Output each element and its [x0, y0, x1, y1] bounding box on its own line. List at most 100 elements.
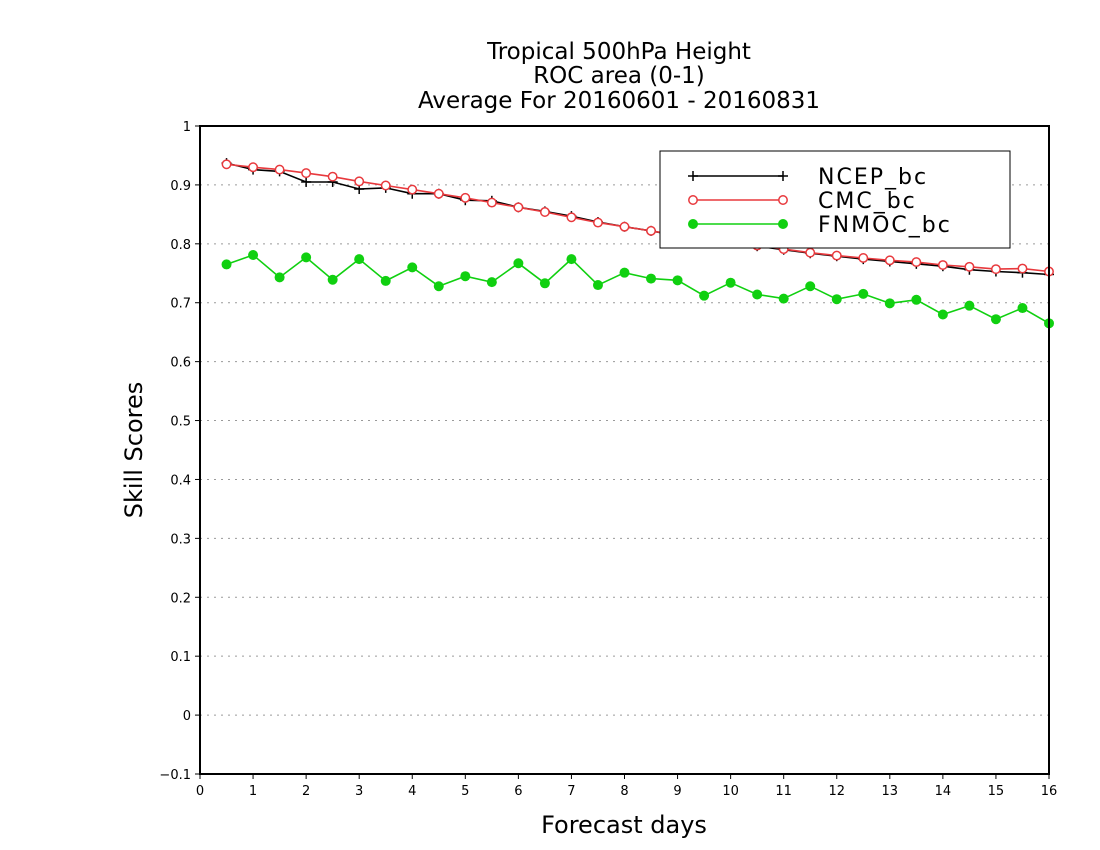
data-point-fnmoc-bc [460, 271, 471, 282]
data-point-cmc-bc [407, 184, 418, 195]
x-tick-label: 12 [828, 784, 845, 799]
data-point-cmc-bc [593, 217, 603, 228]
data-point-fnmoc-bc [805, 281, 816, 292]
x-tick-label: 13 [882, 784, 899, 799]
data-point-cmc-bc [619, 221, 630, 232]
data-point-fnmoc-bc [858, 288, 869, 299]
y-tick-label: 0.9 [170, 179, 191, 194]
data-point-fnmoc-bc [327, 274, 338, 285]
data-point-fnmoc-bc [354, 254, 365, 265]
data-point-fnmoc-bc [248, 250, 259, 261]
x-tick-label: 16 [1041, 784, 1058, 799]
data-point-fnmoc-bc [407, 262, 418, 273]
data-point-cmc-bc [937, 260, 948, 270]
data-point-cmc-bc [539, 207, 550, 217]
legend-marker-ncep-bc [778, 171, 788, 181]
y-tick-label: 1 [183, 120, 191, 135]
data-point-fnmoc-bc [725, 277, 736, 288]
x-tick-label: 10 [722, 784, 739, 799]
legend-marker-cmc-bc [688, 195, 698, 205]
legend-marker-ncep-bc [688, 171, 698, 181]
x-tick-label: 5 [461, 784, 469, 799]
chart-title-line-3: Average For 20160601 - 20160831 [418, 88, 820, 114]
x-tick-label: 9 [673, 784, 681, 799]
x-tick-label: 14 [935, 784, 952, 799]
data-point-fnmoc-bc [619, 267, 630, 278]
legend-entry-fnmoc-bc: FNMOC_bc [688, 213, 952, 238]
x-tick-label: 2 [302, 784, 310, 799]
series-group [221, 158, 1054, 329]
legend-marker-cmc-bc [778, 195, 788, 205]
data-point-cmc-bc [274, 164, 285, 175]
y-tick-label: 0.1 [170, 650, 191, 665]
data-point-fnmoc-bc [699, 290, 710, 301]
x-tick-label: 7 [567, 784, 575, 799]
x-tick-label: 8 [620, 784, 628, 799]
y-tick-label: 0.2 [170, 591, 191, 606]
data-point-fnmoc-bc [964, 300, 975, 311]
chart-title-line-2: ROC area (0-1) [533, 63, 705, 89]
x-tick-label: 3 [355, 784, 363, 799]
legend-marker-fnmoc-bc [688, 219, 698, 229]
x-tick-label: 6 [514, 784, 522, 799]
data-point-cmc-bc [513, 202, 524, 213]
data-point-cmc-bc [831, 250, 842, 261]
data-point-fnmoc-bc [884, 298, 895, 309]
y-tick-label: 0.7 [170, 297, 191, 312]
x-tick-label: 15 [988, 784, 1005, 799]
legend-entry-ncep-bc: NCEP_bc [688, 165, 928, 190]
x-tick-label: 11 [775, 784, 792, 799]
data-point-fnmoc-bc [380, 275, 391, 286]
data-point-fnmoc-bc [566, 254, 577, 265]
data-point-fnmoc-bc [831, 294, 842, 305]
data-point-cmc-bc [911, 257, 922, 268]
data-point-fnmoc-bc [778, 293, 789, 304]
data-point-ncep-bc [301, 176, 312, 187]
data-point-cmc-bc [1017, 263, 1028, 274]
data-point-fnmoc-bc [1017, 303, 1028, 314]
data-point-cmc-bc [486, 197, 497, 208]
legend-label-cmc-bc: CMC_bc [818, 189, 917, 214]
legend-marker-fnmoc-bc [778, 219, 788, 229]
data-point-cmc-bc [221, 159, 232, 170]
data-point-fnmoc-bc [513, 258, 524, 269]
data-point-fnmoc-bc [592, 280, 603, 291]
x-tick-label: 0 [196, 784, 204, 799]
x-tick-label: 1 [249, 784, 257, 799]
data-point-cmc-bc [301, 168, 312, 179]
x-axis-ticks: 0 1 2 3 4 5 6 7 8 9 10 11 12 13 14 15 16 [196, 774, 1057, 799]
chart-title: Tropical 500hPa Height ROC area (0-1) Av… [418, 39, 820, 114]
legend-label-fnmoc-bc: FNMOC_bc [818, 213, 952, 238]
data-point-fnmoc-bc [990, 314, 1001, 325]
data-point-cmc-bc [327, 171, 338, 182]
chart-title-line-1: Tropical 500hPa Height [486, 39, 751, 65]
y-axis-label: Skill Scores [120, 382, 148, 519]
series-cmc-bc [221, 159, 1054, 277]
y-tick-label: 0.6 [170, 356, 191, 371]
y-tick-label: −0.1 [159, 768, 191, 783]
data-point-cmc-bc [354, 176, 365, 187]
y-axis-ticks: −0.1 0 0.1 0.2 0.3 0.4 0.5 0.6 0.7 0.8 0.9 1 [159, 120, 200, 783]
data-point-cmc-bc [858, 253, 869, 263]
data-point-fnmoc-bc [752, 289, 763, 300]
data-point-cmc-bc [460, 192, 471, 203]
data-point-fnmoc-bc [672, 275, 683, 286]
data-point-cmc-bc [566, 212, 577, 223]
data-point-fnmoc-bc [486, 277, 497, 288]
data-point-fnmoc-bc [274, 272, 285, 283]
data-point-fnmoc-bc [301, 252, 312, 263]
data-point-fnmoc-bc [433, 281, 444, 292]
data-point-cmc-bc [433, 188, 444, 199]
data-point-cmc-bc [380, 180, 391, 191]
y-tick-label: 0.8 [170, 238, 191, 253]
data-point-cmc-bc [646, 225, 656, 236]
y-tick-label: 0 [183, 709, 191, 724]
legend-label-ncep-bc: NCEP_bc [818, 165, 928, 190]
data-point-fnmoc-bc [937, 309, 948, 320]
series-fnmoc-bc [221, 250, 1054, 329]
data-point-cmc-bc [884, 255, 895, 266]
y-tick-label: 0.4 [170, 473, 191, 488]
x-axis-label: Forecast days [541, 811, 707, 839]
